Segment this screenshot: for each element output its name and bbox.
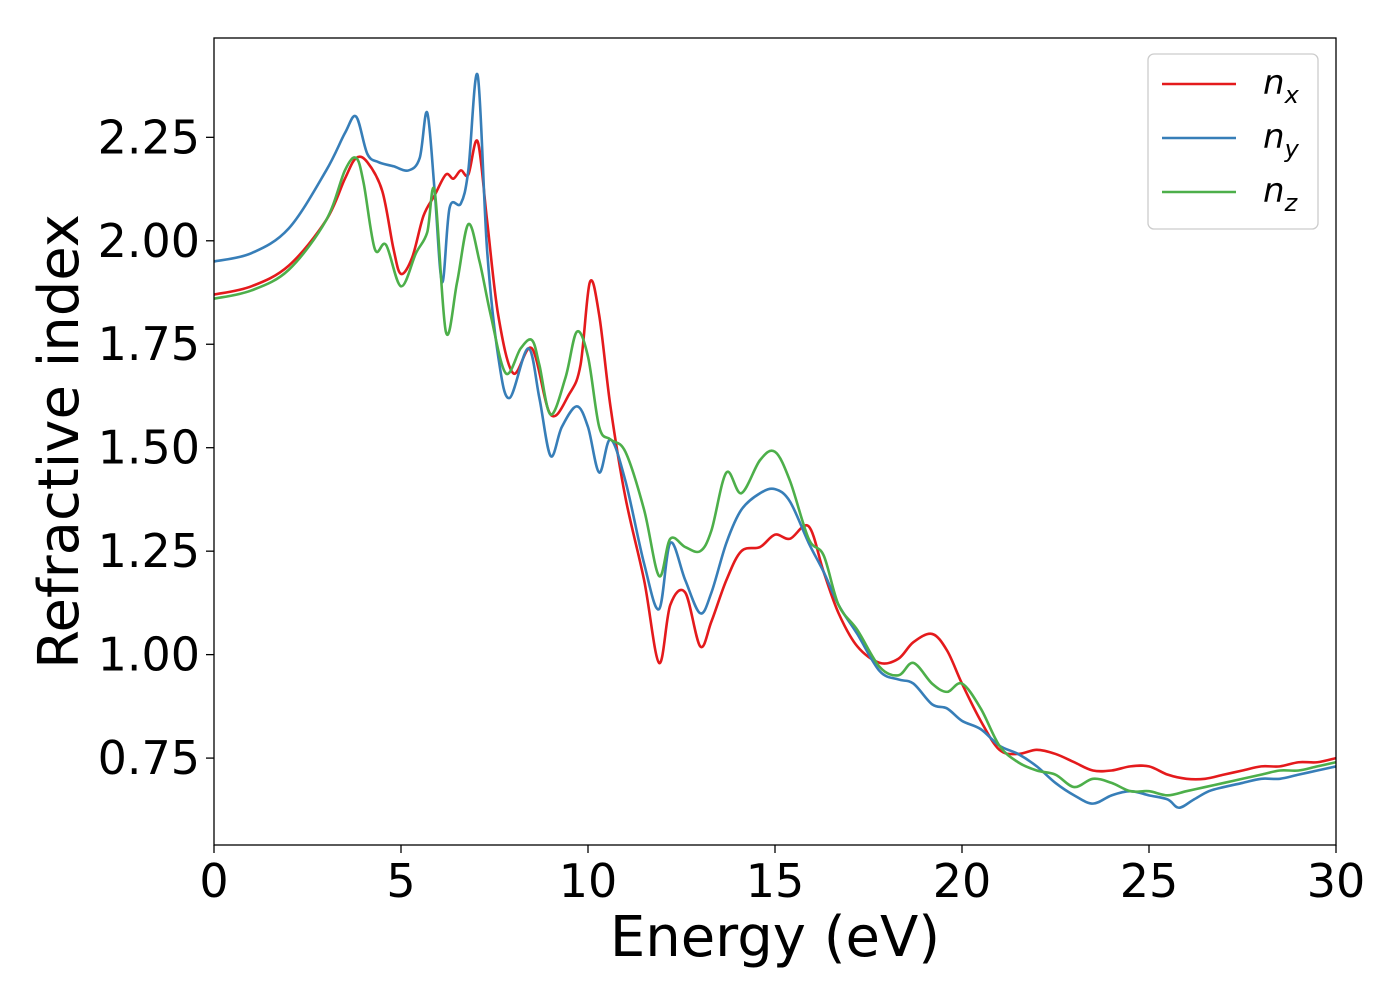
y-tick-label: 0.75	[98, 731, 200, 785]
series-line-x	[214, 139, 1336, 781]
legend-box	[1147, 53, 1319, 230]
legend-label-x: nx	[1263, 63, 1300, 109]
y-tick-label: 1.25	[98, 524, 200, 578]
x-tick-label: 15	[746, 854, 805, 908]
x-tick-label: 20	[933, 854, 992, 908]
y-tick-label: 1.50	[98, 421, 200, 475]
y-axis-title: Refractive index	[27, 214, 92, 669]
x-tick-label: 25	[1120, 854, 1179, 908]
legend-label-subscript: z	[1284, 189, 1299, 217]
y-axis: 0.75 1.00 1.25 1.50 1.75 2.00 2.25	[98, 110, 214, 785]
x-axis: 0 5 10 15 20 25 30	[199, 845, 1365, 908]
x-axis-title: Energy (eV)	[610, 905, 940, 970]
legend-label-main: n	[1263, 117, 1285, 157]
x-tick-label: 30	[1307, 854, 1366, 908]
x-tick-label: 0	[199, 854, 228, 908]
legend-label-subscript: x	[1284, 81, 1300, 109]
legend-label-z: nz	[1263, 171, 1299, 217]
x-tick-label: 5	[386, 854, 415, 908]
y-tick-label: 2.25	[98, 110, 200, 164]
series-layer	[214, 72, 1336, 810]
legend-label-main: n	[1263, 171, 1285, 211]
y-tick-label: 1.00	[98, 628, 200, 682]
legend-label-subscript: y	[1284, 135, 1300, 163]
legend-label-main: n	[1263, 63, 1285, 103]
x-tick-label: 10	[559, 854, 618, 908]
y-tick-label: 2.00	[98, 214, 200, 268]
series-line-z	[214, 156, 1336, 797]
y-tick-label: 1.75	[98, 317, 200, 371]
legend-label-y: ny	[1263, 117, 1300, 163]
